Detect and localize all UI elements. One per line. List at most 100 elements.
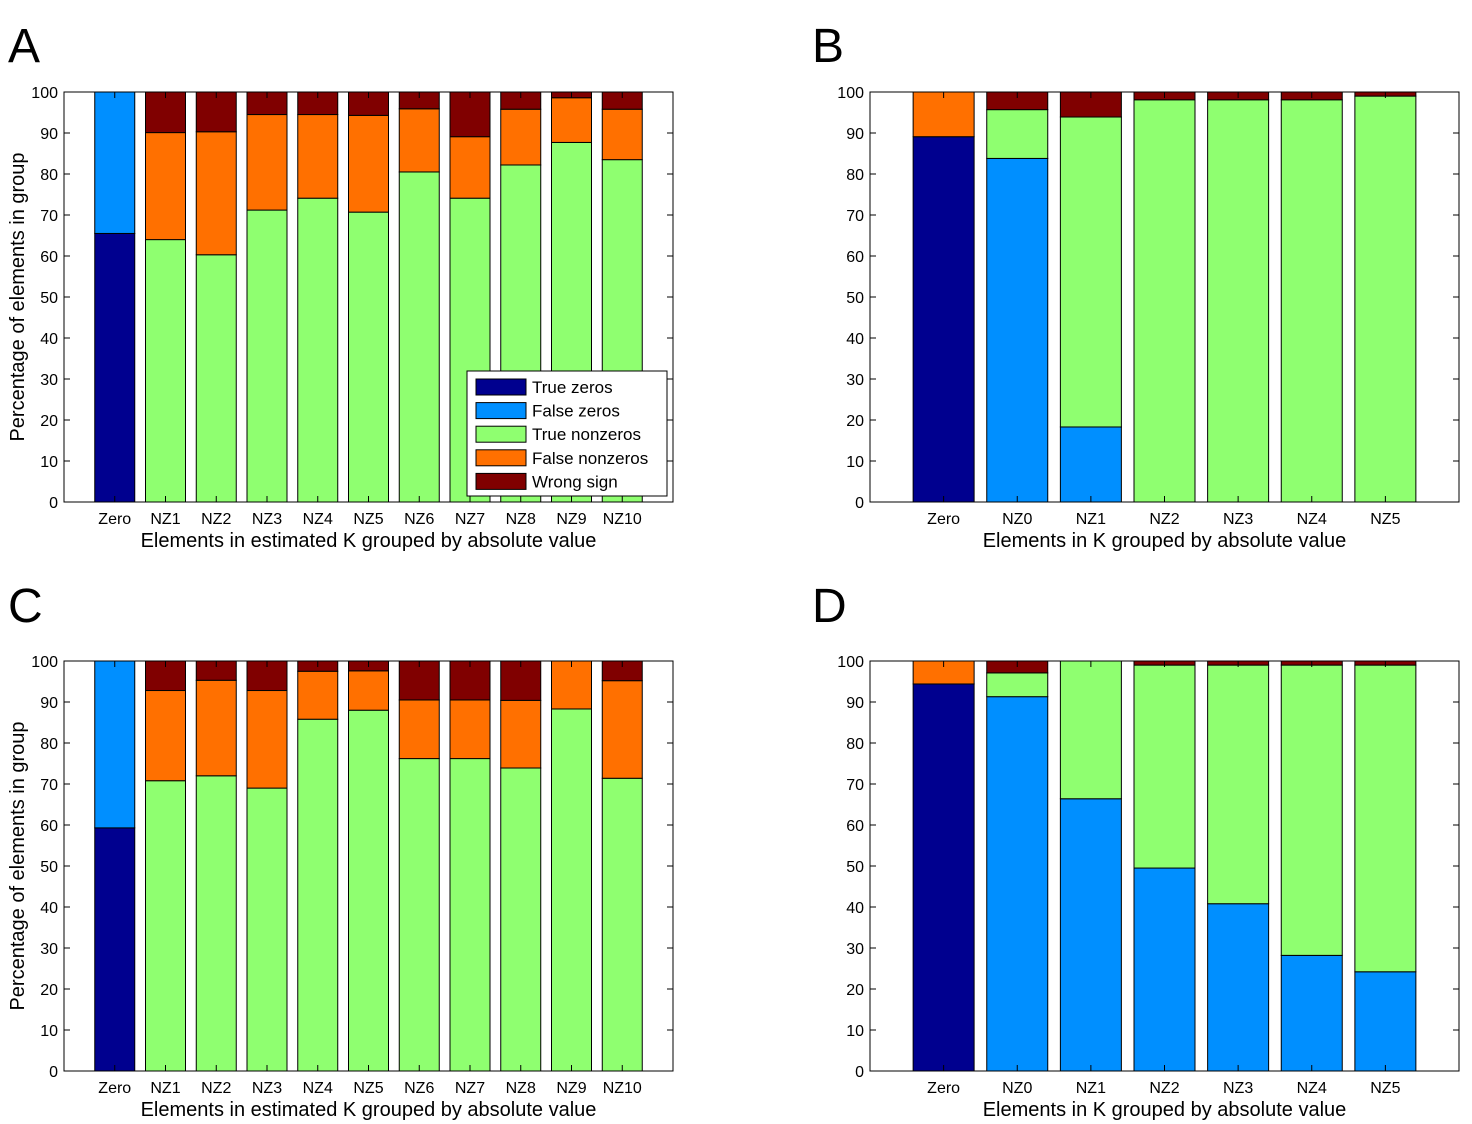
y-tick-label: 40 bbox=[846, 331, 864, 348]
x-tick-label: NZ0 bbox=[1002, 511, 1032, 528]
bar-B-NZ2-tn bbox=[1133, 99, 1196, 503]
bar-A-NZ2-ws bbox=[195, 91, 237, 133]
x-tick-label: NZ2 bbox=[201, 511, 231, 528]
x-tick-label: NZ1 bbox=[150, 511, 180, 528]
legend-swatch-fz bbox=[475, 402, 527, 420]
panel-C: Zero NZ1 NZ2 NZ3 NZ4 NZ5 NZ6 NZ7 NZ8 NZ9 NZ10 0 10 20… bbox=[7, 580, 674, 1121]
x-tick-label: Zero bbox=[927, 1080, 960, 1097]
bar-D-NZ3-tn bbox=[1207, 664, 1270, 905]
y-tick-label: 80 bbox=[40, 736, 58, 753]
x-tick-label: NZ3 bbox=[252, 1080, 282, 1097]
y-tick-label: 90 bbox=[40, 126, 58, 143]
x-tick-label: NZ3 bbox=[252, 511, 282, 528]
bar-A-NZ1-fn bbox=[145, 132, 186, 241]
y-tick-label: 100 bbox=[31, 654, 58, 671]
y-tick-label: 60 bbox=[40, 818, 58, 835]
bar-B-Zero-tz bbox=[912, 136, 975, 503]
x-tick-label: Zero bbox=[927, 511, 960, 528]
bar-D-NZ2-fz bbox=[1133, 867, 1196, 1072]
y-tick-label: 0 bbox=[855, 495, 864, 512]
legend-label-ws: Wrong sign bbox=[532, 472, 618, 491]
y-tick-label: 10 bbox=[846, 1023, 864, 1040]
y-axis-label: Percentage of elements in group bbox=[7, 721, 29, 1010]
bar-B-NZ5-tn bbox=[1354, 95, 1417, 503]
x-axis-label: Elements in K grouped by absolute value bbox=[983, 1099, 1347, 1121]
x-tick-label: NZ5 bbox=[353, 511, 383, 528]
bar-C-NZ4-fn bbox=[297, 670, 339, 720]
bar-D-NZ2-tn bbox=[1133, 664, 1196, 869]
bar-A-NZ9-fn bbox=[551, 97, 592, 143]
bar-C-NZ7-ws bbox=[449, 660, 491, 701]
bar-D-Zero-tz bbox=[912, 683, 975, 1072]
x-tick-label: NZ6 bbox=[404, 1080, 434, 1097]
bar-C-NZ8-tn bbox=[500, 767, 542, 1072]
x-tick-label: NZ6 bbox=[404, 511, 434, 528]
y-tick-label: 0 bbox=[49, 1064, 58, 1081]
y-tick-label: 20 bbox=[846, 413, 864, 430]
bar-D-NZ4-fz bbox=[1280, 954, 1343, 1072]
y-tick-label: 80 bbox=[40, 167, 58, 184]
x-tick-label: NZ4 bbox=[303, 1080, 333, 1097]
x-tick-label: NZ4 bbox=[1297, 511, 1327, 528]
bar-B-NZ3-tn bbox=[1207, 99, 1270, 503]
x-tick-label: NZ5 bbox=[1370, 1080, 1400, 1097]
bar-B-Zero-fn bbox=[912, 91, 975, 138]
y-tick-label: 10 bbox=[40, 1023, 58, 1040]
y-tick-label: 30 bbox=[40, 372, 58, 389]
y-tick-label: 20 bbox=[40, 413, 58, 430]
y-tick-label: 40 bbox=[40, 331, 58, 348]
y-tick-label: 60 bbox=[846, 249, 864, 266]
bar-A-NZ2-fn bbox=[195, 131, 237, 256]
panel-label: A bbox=[8, 20, 40, 73]
bar-A-NZ6-fn bbox=[398, 108, 440, 173]
legend-swatch-ws bbox=[475, 472, 527, 490]
x-tick-label: NZ7 bbox=[455, 1080, 485, 1097]
bar-C-NZ3-fn bbox=[246, 690, 288, 789]
bar-C-NZ10-fn bbox=[601, 680, 643, 779]
legend-label-fn: False nonzeros bbox=[532, 449, 648, 468]
x-tick-label: NZ2 bbox=[1149, 1080, 1179, 1097]
x-tick-label: NZ4 bbox=[1297, 1080, 1327, 1097]
bar-D-NZ4-tn bbox=[1280, 664, 1343, 956]
y-tick-label: 50 bbox=[40, 290, 58, 307]
x-tick-label: NZ7 bbox=[455, 511, 485, 528]
bar-C-NZ1-fn bbox=[145, 690, 186, 782]
x-tick-label: NZ2 bbox=[1149, 511, 1179, 528]
bar-C-NZ4-tn bbox=[297, 718, 339, 1072]
x-tick-label: NZ3 bbox=[1223, 1080, 1253, 1097]
panel-D: Zero NZ0 NZ1 NZ2 NZ3 NZ4 NZ5 0 10 20 30 40 50 60 70 80 9… bbox=[812, 580, 1460, 1121]
y-tick-label: 70 bbox=[846, 208, 864, 225]
legend-label-fz: False zeros bbox=[532, 402, 620, 421]
x-tick-label: NZ9 bbox=[556, 511, 586, 528]
y-tick-label: 20 bbox=[40, 982, 58, 999]
y-axis-label: Percentage of elements in group bbox=[7, 152, 29, 441]
axes-box bbox=[869, 660, 1460, 1072]
panel-label: D bbox=[812, 580, 847, 633]
x-tick-label: NZ9 bbox=[556, 1080, 586, 1097]
bar-A-NZ7-ws bbox=[449, 91, 491, 138]
y-tick-label: 100 bbox=[837, 85, 864, 102]
y-tick-label: 100 bbox=[837, 654, 864, 671]
bar-A-Zero-tz bbox=[94, 232, 136, 503]
bar-C-NZ8-fn bbox=[500, 699, 542, 769]
x-tick-label: NZ1 bbox=[150, 1080, 180, 1097]
axes-box bbox=[63, 660, 674, 1072]
y-tick-label: 50 bbox=[846, 859, 864, 876]
x-tick-label: NZ5 bbox=[1370, 511, 1400, 528]
bar-D-NZ3-fz bbox=[1207, 903, 1270, 1072]
y-tick-label: 30 bbox=[846, 372, 864, 389]
bar-C-NZ9-fn bbox=[551, 660, 592, 710]
bar-C-NZ5-fn bbox=[348, 670, 389, 711]
panel-label: B bbox=[812, 20, 844, 73]
legend-swatch-fn bbox=[475, 449, 527, 467]
bar-C-Zero-tz bbox=[94, 827, 136, 1072]
y-tick-label: 40 bbox=[846, 900, 864, 917]
bar-D-NZ5-fz bbox=[1354, 971, 1417, 1072]
y-tick-label: 50 bbox=[846, 290, 864, 307]
y-tick-label: 20 bbox=[846, 982, 864, 999]
y-tick-label: 50 bbox=[40, 859, 58, 876]
bar-A-NZ1-tn bbox=[145, 239, 186, 503]
y-tick-label: 60 bbox=[40, 249, 58, 266]
bar-A-Zero-fz bbox=[94, 91, 136, 234]
y-tick-label: 30 bbox=[40, 941, 58, 958]
